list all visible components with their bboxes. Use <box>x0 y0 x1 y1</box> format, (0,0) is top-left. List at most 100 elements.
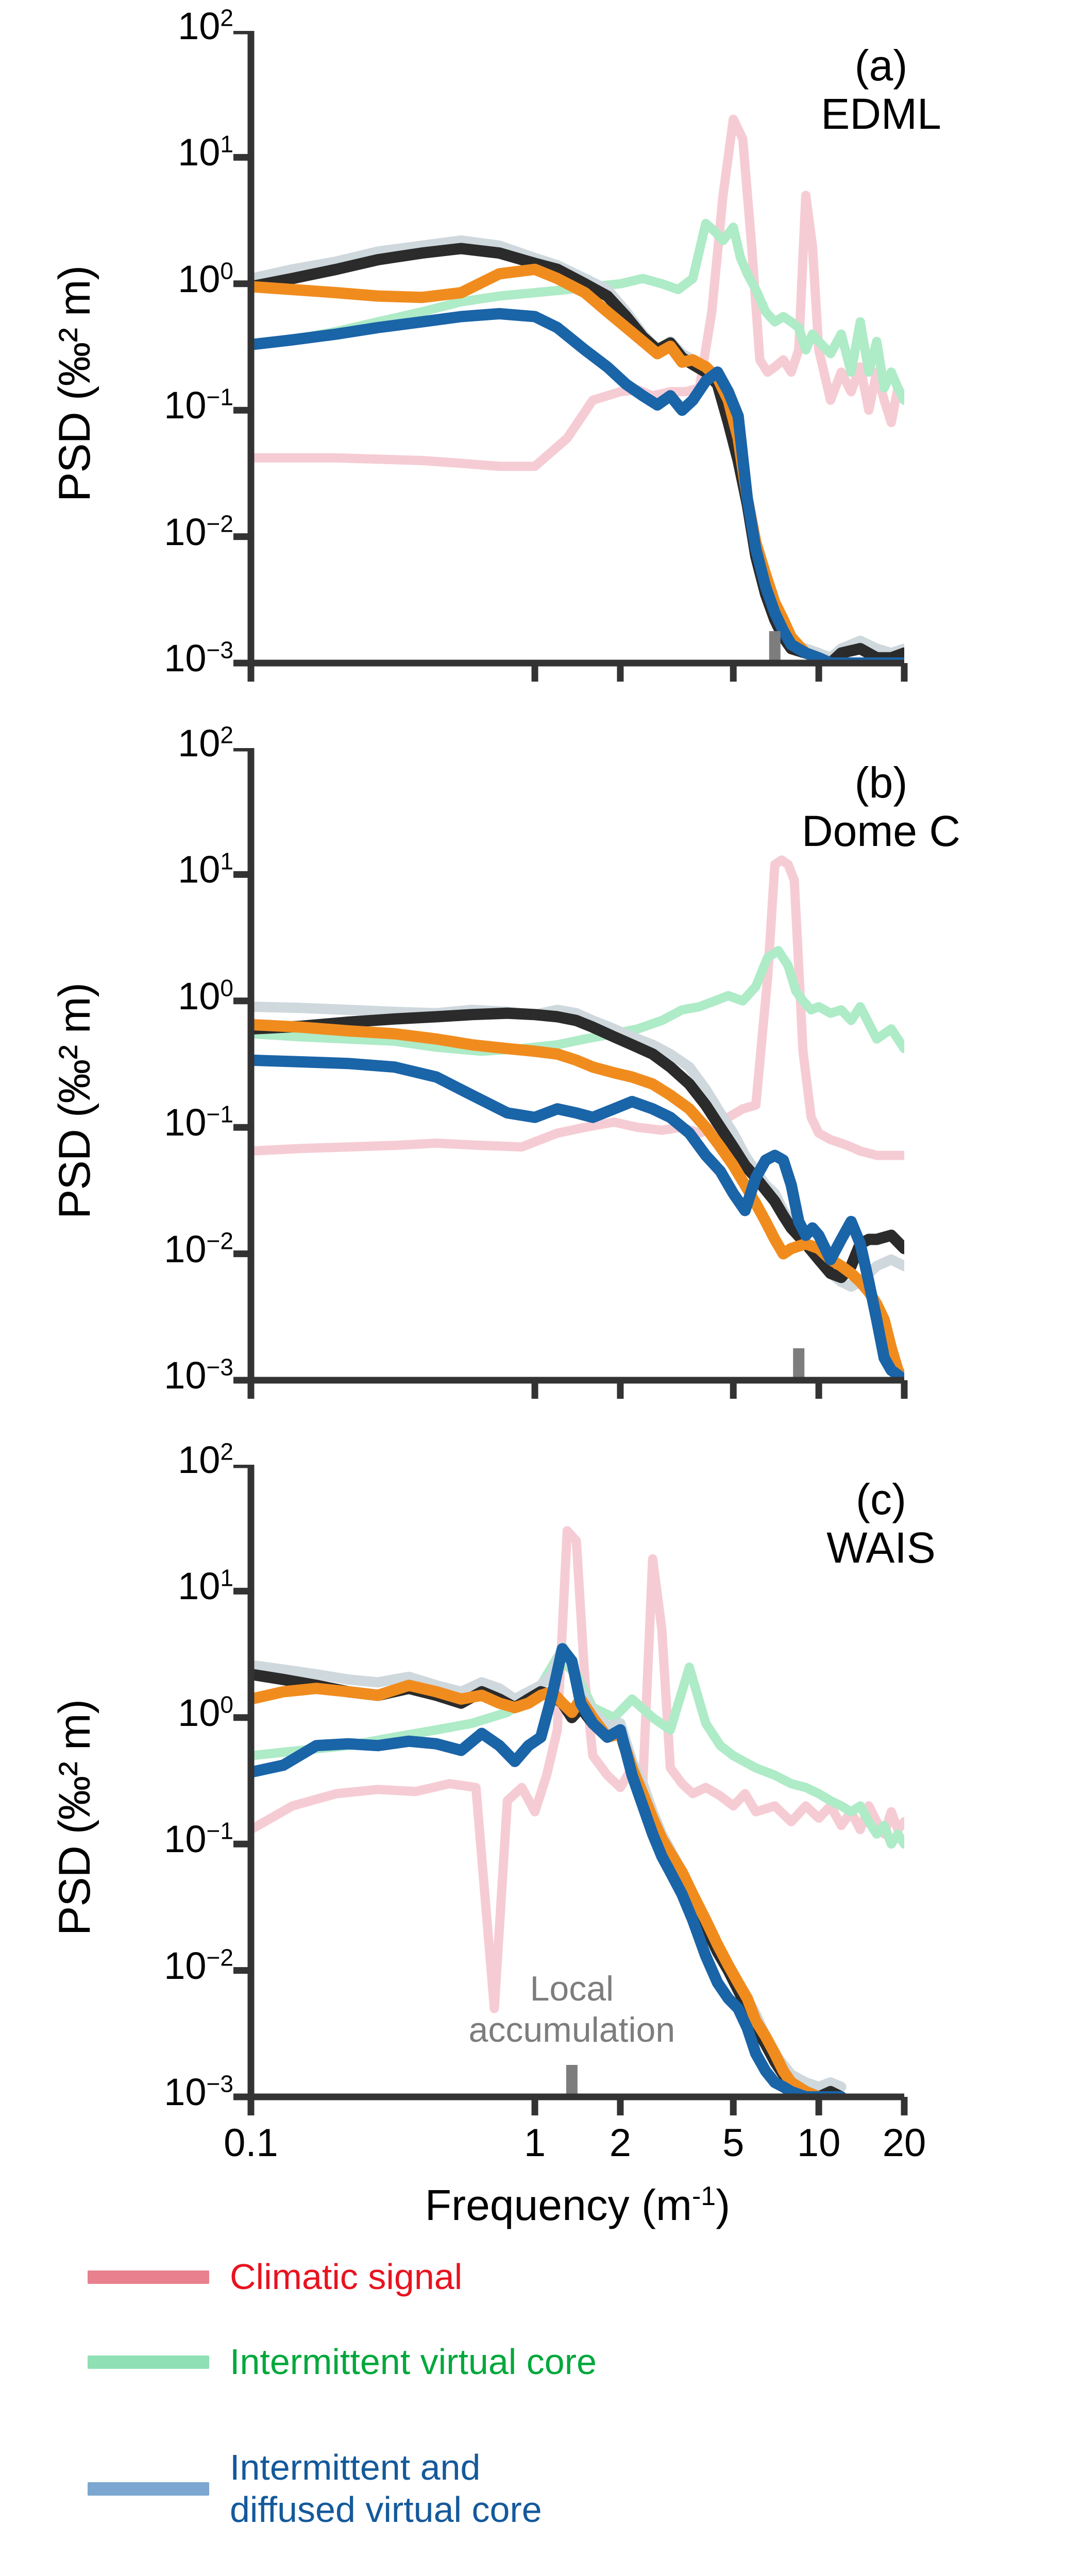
y-tick-exponent: −2 <box>206 510 233 537</box>
local-accumulation-marker <box>566 2065 578 2097</box>
y-tick-mantissa: 10 <box>178 131 221 174</box>
y-tick-exponent: 1 <box>220 848 233 875</box>
y-tick-exponent: 2 <box>220 4 233 31</box>
y-tick-exponent: −3 <box>206 636 233 664</box>
y-tick-mantissa: 10 <box>164 2071 207 2113</box>
y-axis-tick-label: 102 <box>178 721 233 765</box>
panel-title-edml: (a) EDML <box>773 41 989 138</box>
y-tick-mantissa: 10 <box>164 1354 207 1397</box>
y-tick-exponent: −3 <box>206 1353 233 1381</box>
y-axis-tick-label: 100 <box>178 257 233 300</box>
y-axis-tick-label: 101 <box>178 130 233 174</box>
y-tick-mantissa: 10 <box>178 257 221 300</box>
y-axis-tick-label: 102 <box>178 1438 233 1481</box>
y-tick-mantissa: 10 <box>178 1565 221 1608</box>
panel-tag-letter: (b) <box>854 758 908 807</box>
y-tick-exponent: −1 <box>206 1817 233 1844</box>
panel-title-dome-c: (b) Dome C <box>773 758 989 855</box>
y-tick-exponent: 2 <box>220 721 233 749</box>
x-axis-label-paren: ) <box>716 2181 731 2229</box>
y-tick-mantissa: 10 <box>178 974 221 1018</box>
series-line <box>251 218 904 405</box>
series-line <box>251 1019 904 1380</box>
x-axis-label: Frequency (m-1) <box>189 2183 966 2227</box>
y-tick-mantissa: 10 <box>164 637 207 680</box>
y-tick-mantissa: 10 <box>178 5 221 47</box>
panel-site-name: EDML <box>821 90 941 139</box>
legend-label: Climatic signal <box>230 2257 463 2297</box>
y-axis-tick-label: 101 <box>178 848 233 891</box>
y-axis-tick-label: 10−2 <box>164 1227 233 1270</box>
y-axis-tick-label: 10−1 <box>164 1817 233 1861</box>
x-axis-tick-label: 2 <box>609 2121 632 2165</box>
local-accumulation-annotation: Local accumulation <box>468 1969 675 2050</box>
y-tick-mantissa: 10 <box>178 1438 221 1481</box>
legend-item[interactable]: Intermittent and diffused virtual core <box>88 2447 542 2531</box>
panel-site-name: WAIS <box>826 1523 936 1572</box>
series-line <box>251 235 904 663</box>
y-tick-mantissa: 10 <box>164 1227 207 1270</box>
legend-item[interactable]: Climatic signal <box>88 2256 462 2298</box>
y-axis-tick-label: 10−1 <box>164 383 233 427</box>
plot-area-wais <box>233 1465 908 2115</box>
y-tick-exponent: 1 <box>220 1564 233 1591</box>
y-tick-mantissa: 10 <box>178 722 221 765</box>
y-tick-exponent: 2 <box>220 1438 233 1465</box>
plot-area-edml <box>233 31 908 682</box>
panel-site-name: Dome C <box>801 807 961 856</box>
x-axis-label-text: Frequency (m <box>425 2181 692 2229</box>
local-accumulation-marker <box>769 631 781 663</box>
series-line <box>251 1643 847 2097</box>
y-tick-exponent: −1 <box>206 383 233 411</box>
x-axis-tick-label: 1 <box>523 2121 546 2165</box>
x-axis-tick-label: 5 <box>722 2121 745 2165</box>
legend-color-swatch <box>88 2270 209 2284</box>
y-tick-exponent: 0 <box>220 257 233 284</box>
series-line <box>251 308 904 663</box>
y-axis-tick-label: 101 <box>178 1564 233 1608</box>
y-axis-tick-label: 10−2 <box>164 510 233 553</box>
series-line <box>251 855 904 1160</box>
series-line <box>251 114 904 471</box>
y-tick-mantissa: 10 <box>164 510 207 553</box>
y-axis-tick-label: 100 <box>178 974 233 1018</box>
x-axis-tick-label: 0.1 <box>224 2121 278 2165</box>
legend-item[interactable]: Intermittent virtual core <box>88 2341 597 2383</box>
panel-tag-letter: (a) <box>854 41 908 90</box>
series-line <box>251 1054 904 1380</box>
y-axis-tick-label: 10−1 <box>164 1100 233 1144</box>
legend-color-swatch <box>88 2482 209 2496</box>
x-axis-label-exponent: -1 <box>691 2181 716 2211</box>
local-accumulation-marker <box>793 1348 805 1380</box>
y-tick-mantissa: 10 <box>178 848 221 891</box>
legend-label: Intermittent and diffused virtual core <box>230 2447 542 2530</box>
y-tick-mantissa: 10 <box>164 384 207 427</box>
y-axis-tick-label: 100 <box>178 1691 233 1734</box>
y-axis-tick-label: 10−3 <box>164 1354 233 1397</box>
y-tick-mantissa: 10 <box>178 1691 221 1734</box>
y-tick-mantissa: 10 <box>164 1101 207 1144</box>
y-tick-exponent: 1 <box>220 130 233 158</box>
legend-label: Intermittent virtual core <box>230 2342 597 2382</box>
y-axis-tick-label: 10−3 <box>164 636 233 680</box>
y-tick-mantissa: 10 <box>164 1944 207 1987</box>
series-line <box>251 1652 904 1849</box>
y-tick-exponent: −3 <box>206 2070 233 2097</box>
series-line <box>251 1526 904 2013</box>
y-tick-exponent: −2 <box>206 1227 233 1254</box>
y-axis-tick-label: 10−2 <box>164 1943 233 1987</box>
y-tick-exponent: 0 <box>220 1691 233 1718</box>
y-axis-tick-label: 102 <box>178 4 233 47</box>
y-tick-exponent: 0 <box>220 974 233 1002</box>
plot-area-dome-c <box>233 748 908 1399</box>
x-axis-tick-label: 20 <box>882 2121 926 2165</box>
y-tick-mantissa: 10 <box>164 1818 207 1861</box>
legend-color-swatch <box>88 2355 209 2369</box>
panel-tag-letter: (c) <box>856 1475 906 1523</box>
y-tick-exponent: −2 <box>206 1943 233 1971</box>
y-axis-tick-label: 10−3 <box>164 2070 233 2113</box>
panel-title-wais: (c) WAIS <box>773 1475 989 1572</box>
x-axis-tick-label: 10 <box>797 2121 841 2165</box>
y-tick-exponent: −1 <box>206 1100 233 1128</box>
